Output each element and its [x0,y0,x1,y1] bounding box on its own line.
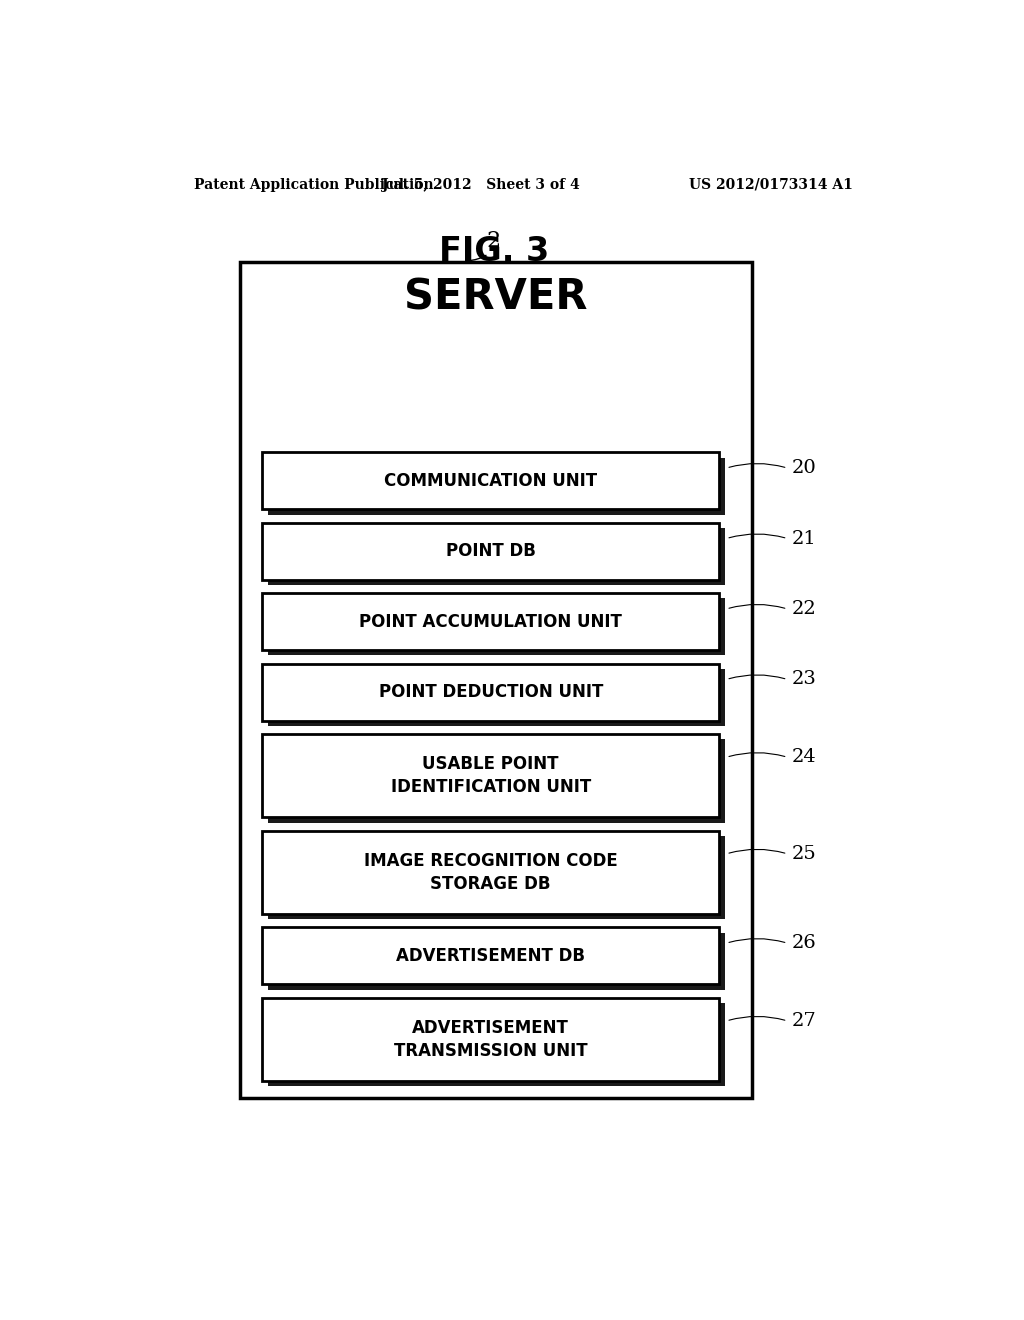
Text: 24: 24 [793,748,817,766]
Text: US 2012/0173314 A1: US 2012/0173314 A1 [689,178,853,191]
Bar [262,830,719,913]
Text: 23: 23 [793,671,817,689]
Bar [262,523,719,579]
Bar [267,458,725,515]
Text: USABLE POINT
IDENTIFICATION UNIT: USABLE POINT IDENTIFICATION UNIT [390,755,591,796]
Text: ADVERTISEMENT
TRANSMISSION UNIT: ADVERTISEMENT TRANSMISSION UNIT [394,1019,588,1060]
Bar [262,734,719,817]
Text: FIG. 3: FIG. 3 [438,235,549,268]
Bar [267,933,725,990]
Bar [262,927,719,985]
Bar [262,664,719,721]
Text: IMAGE RECOGNITION CODE
STORAGE DB: IMAGE RECOGNITION CODE STORAGE DB [364,851,617,892]
Bar [267,1003,725,1086]
Text: POINT DB: POINT DB [445,543,536,560]
Bar [262,453,719,510]
Text: 21: 21 [793,529,817,548]
Bar [267,836,725,919]
Bar [262,593,719,649]
Text: 25: 25 [793,845,817,863]
Text: Jul. 5, 2012   Sheet 3 of 4: Jul. 5, 2012 Sheet 3 of 4 [382,178,580,191]
Text: SERVER: SERVER [404,276,588,318]
Text: 20: 20 [793,459,817,477]
Text: POINT ACCUMULATION UNIT: POINT ACCUMULATION UNIT [359,612,623,631]
Text: 22: 22 [793,601,817,618]
Bar [267,739,725,822]
Text: 27: 27 [793,1012,817,1030]
Text: ADVERTISEMENT DB: ADVERTISEMENT DB [396,946,585,965]
Bar [262,998,719,1081]
Bar [241,263,752,1098]
Text: 26: 26 [793,935,817,952]
Bar [267,528,725,585]
Bar [267,598,725,656]
Text: Patent Application Publication: Patent Application Publication [194,178,433,191]
Text: COMMUNICATION UNIT: COMMUNICATION UNIT [384,471,597,490]
Text: POINT DEDUCTION UNIT: POINT DEDUCTION UNIT [379,682,603,701]
Text: 2: 2 [486,231,501,252]
Bar [267,669,725,726]
